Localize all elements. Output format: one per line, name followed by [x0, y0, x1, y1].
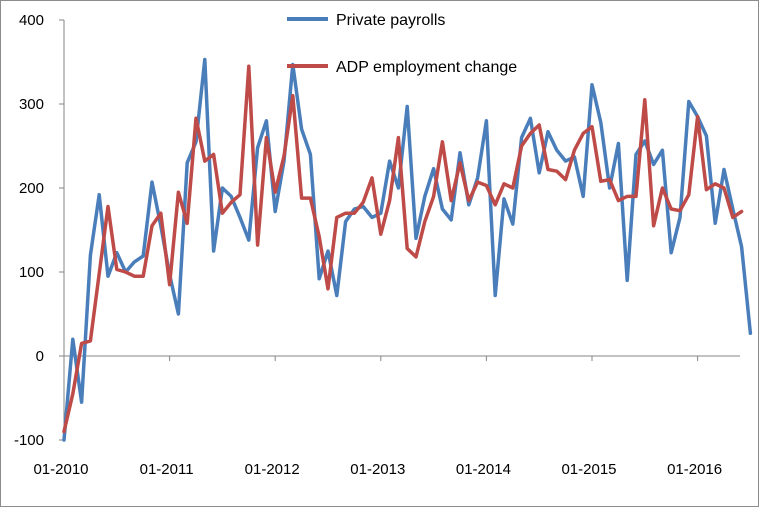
y-tick-label: 0 [36, 348, 44, 365]
x-tick-label: 01-2015 [561, 461, 616, 478]
legend-label: Private payrolls [336, 12, 445, 29]
y-tick-label: 200 [19, 180, 44, 197]
x-tick-label: 01-2011 [140, 461, 194, 478]
x-tick-label: 01-2016 [667, 461, 722, 478]
y-tick-label: 100 [19, 264, 44, 281]
y-tick-label: -100 [14, 432, 44, 449]
series-line-private-payrolls [62, 57, 753, 442]
x-tick-label: 01-2014 [456, 461, 511, 478]
x-tick-label: 01-2012 [245, 461, 300, 478]
y-tick-label: 400 [19, 12, 44, 29]
legend: Private payrolls ADP employment change [287, 12, 517, 76]
legend-label: ADP employment change [336, 59, 517, 76]
x-tick-label: 01-2010 [33, 461, 88, 478]
y-tick-label: 300 [19, 96, 44, 113]
y-axis: -100 0 100 200 300 400 [14, 12, 65, 449]
series-layer [62, 57, 753, 442]
x-tick-label: 01-2013 [350, 461, 405, 478]
x-axis: 01-2010 01-2011 01-2012 01-2013 01-2014 01-20… [33, 355, 740, 478]
series-line-adp-employment-change [62, 64, 744, 434]
